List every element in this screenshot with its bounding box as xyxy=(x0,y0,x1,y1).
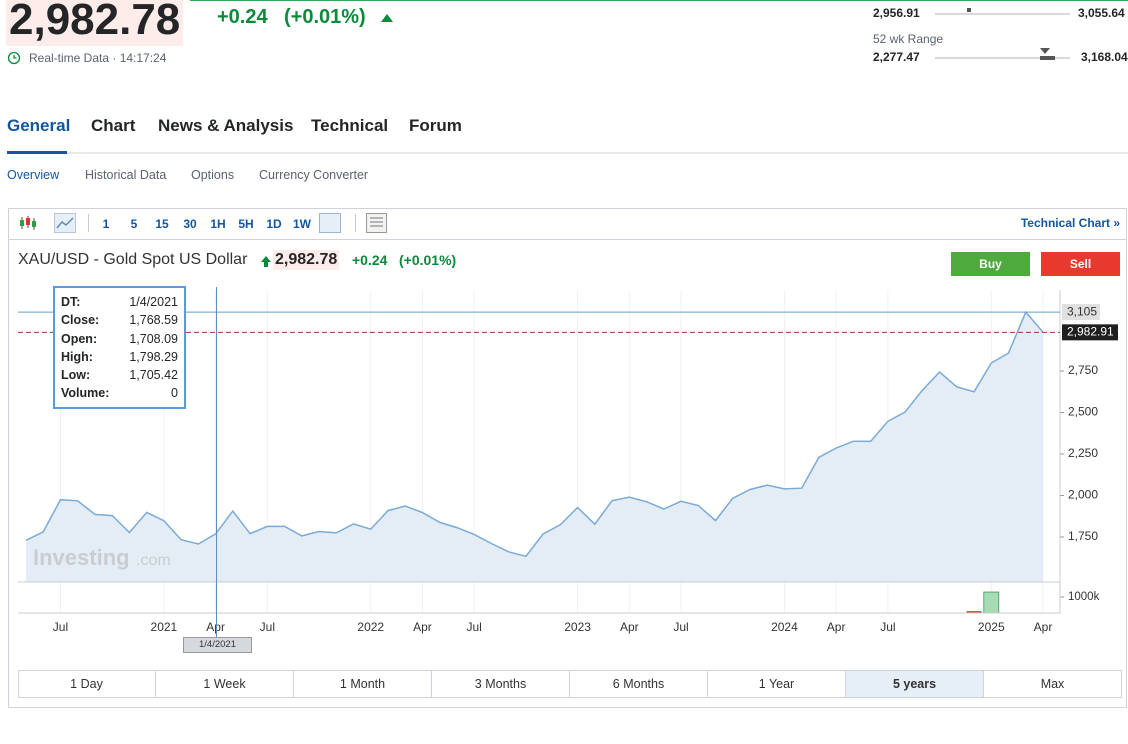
tooltip-row: Volume: 0 xyxy=(61,384,178,402)
active-tab-underline xyxy=(7,151,67,154)
range-button[interactable]: 6 Months xyxy=(570,671,708,697)
instrument-change: +0.24 xyxy=(352,252,388,268)
interval[interactable]: 15 xyxy=(155,217,169,231)
subtab[interactable]: Overview xyxy=(7,168,60,182)
tooltip-row: DT: 1/4/2021 xyxy=(61,293,178,311)
range-button[interactable]: 1 Day xyxy=(18,671,156,697)
technical-chart-link[interactable]: Technical Chart » xyxy=(1020,216,1120,230)
buy-button[interactable]: Buy xyxy=(951,252,1030,276)
chart-frame xyxy=(8,208,1127,708)
range-button[interactable]: 3 Months xyxy=(432,671,570,697)
week52-marker xyxy=(1040,48,1050,54)
instrument-price: 2,982.78 xyxy=(273,250,340,270)
day-range-low: 2,956.91 xyxy=(873,6,920,20)
active-interval-box xyxy=(319,213,341,233)
range-button[interactable]: 1 Week xyxy=(156,671,294,697)
tooltip-label: Close: xyxy=(61,313,100,328)
tooltip-label: Low: xyxy=(61,368,91,383)
candles-icon[interactable] xyxy=(18,213,38,233)
week52-high: 3,168.04 xyxy=(1081,50,1128,64)
week52-bar xyxy=(935,57,1070,59)
toolbar-sep xyxy=(355,214,356,232)
settings-icon[interactable] xyxy=(366,213,387,233)
tab[interactable]: News & Analysis xyxy=(158,116,294,135)
realtime-label: Real-time Data · 14:17:24 xyxy=(29,51,167,65)
range-button[interactable]: Max xyxy=(984,671,1122,697)
interval[interactable]: 5 xyxy=(130,217,138,231)
price: 2,982.78 xyxy=(6,0,184,46)
top-border xyxy=(190,0,1128,1)
tooltip-value: 1,768.59 xyxy=(129,313,178,328)
range-button[interactable]: 5 years xyxy=(846,671,984,697)
tooltip-row: High: 1,798.29 xyxy=(61,348,178,366)
interval[interactable]: 5H xyxy=(238,217,254,231)
range-button[interactable]: 1 Month xyxy=(294,671,432,697)
tab[interactable]: Technical xyxy=(311,116,389,135)
instrument-change-pct: (+0.01%) xyxy=(399,252,457,268)
range-button[interactable]: 1 Year xyxy=(708,671,846,697)
interval[interactable]: 1W xyxy=(293,217,311,231)
interval[interactable]: 1D xyxy=(266,217,282,231)
toolbar-sep xyxy=(88,214,89,232)
tooltip-value: 1/4/2021 xyxy=(129,295,178,309)
tooltip-value: 1,798.29 xyxy=(129,349,178,364)
tooltip-row: Close: 1,768.59 xyxy=(61,311,178,329)
week52-segment xyxy=(1040,56,1055,60)
up-arrow-small xyxy=(261,256,271,267)
subtab[interactable]: Currency Converter xyxy=(259,168,369,182)
sell-button[interactable]: Sell xyxy=(1041,252,1120,276)
tooltip: DT: 1/4/2021 Close: 1,768.59 Open: 1,708.09 Hi… xyxy=(53,286,186,409)
price-change: +0.24 xyxy=(217,6,268,28)
subtab[interactable]: Options xyxy=(191,168,235,182)
tooltip-row: Open: 1,708.09 xyxy=(61,330,178,348)
clock-icon xyxy=(7,51,21,65)
tooltip-label: DT: xyxy=(61,295,81,309)
tooltip-label: Volume: xyxy=(61,386,110,401)
instrument-name: XAU/USD - Gold Spot US Dollar xyxy=(18,251,248,268)
tab[interactable]: General xyxy=(7,116,71,135)
week52-low: 2,277.47 xyxy=(873,50,920,64)
subtab[interactable]: Historical Data xyxy=(85,168,167,182)
tab[interactable]: Chart xyxy=(91,116,136,135)
tooltip-label: High: xyxy=(61,349,93,364)
tab[interactable]: Forum xyxy=(409,116,462,135)
day-range-marker xyxy=(967,8,971,12)
crosshair xyxy=(216,287,217,637)
area-icon[interactable] xyxy=(54,213,76,233)
tooltip-value: 0 xyxy=(171,386,178,401)
tooltip-value: 1,708.09 xyxy=(129,331,178,346)
interval[interactable]: 30 xyxy=(183,217,197,231)
crosshair-date: 1/4/2021 xyxy=(183,637,252,653)
tabs-divider xyxy=(7,152,1128,154)
tooltip-label: Open: xyxy=(61,331,98,346)
price-change-pct: (+0.01%) xyxy=(284,6,366,28)
tooltip-value: 1,705.42 xyxy=(129,368,178,383)
toolbar-divider xyxy=(9,239,1126,240)
interval[interactable]: 1 xyxy=(102,217,110,231)
interval[interactable]: 1H xyxy=(210,217,226,231)
week52-label: 52 wk Range xyxy=(873,32,944,46)
up-arrow xyxy=(381,14,393,22)
day-range-bar xyxy=(935,13,1070,15)
tooltip-row: Low: 1,705.42 xyxy=(61,366,178,384)
day-range-high: 3,055.64 xyxy=(1078,6,1125,20)
